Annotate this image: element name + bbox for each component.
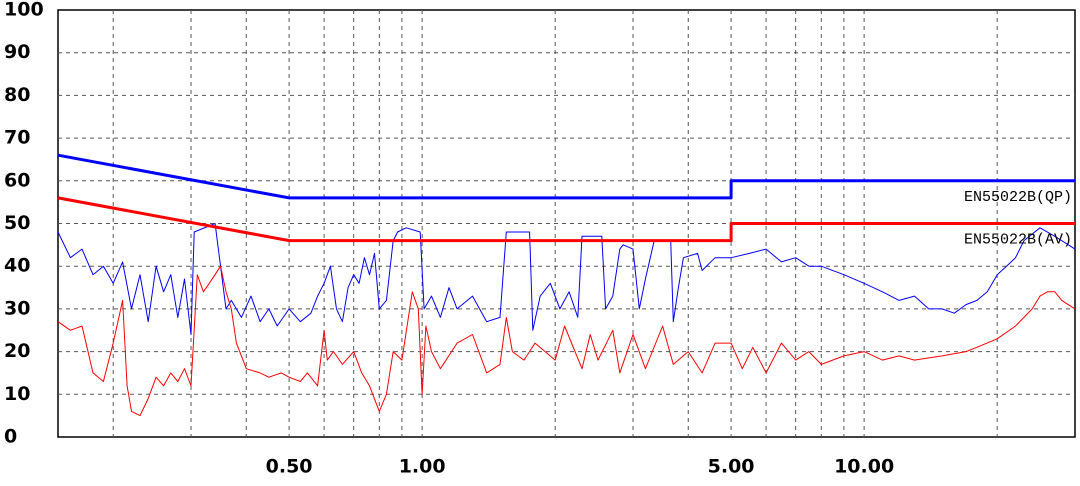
limit-label: EN55022B(AV) bbox=[964, 231, 1072, 248]
y-tick-label: 90 bbox=[4, 41, 30, 63]
x-tick-label: 0.50 bbox=[266, 456, 313, 478]
x-tick-label: 5.00 bbox=[708, 456, 755, 478]
y-tick-label: 40 bbox=[4, 255, 30, 277]
y-tick-label: 30 bbox=[4, 297, 30, 319]
y-tick-label: 60 bbox=[4, 169, 30, 191]
data-line bbox=[57, 196, 1075, 243]
y-tick-label: 50 bbox=[4, 212, 30, 234]
y-tick-label: 10 bbox=[4, 383, 30, 405]
y-tick-label: 80 bbox=[4, 84, 30, 106]
data-line bbox=[57, 265, 1076, 417]
y-tick-label: 20 bbox=[4, 340, 30, 362]
x-tick-label: 10.00 bbox=[834, 456, 894, 478]
y-tick-label: 100 bbox=[4, 0, 44, 21]
y-tick-label: 0 bbox=[4, 426, 17, 448]
data-line bbox=[57, 153, 1075, 200]
x-tick-label: 1.00 bbox=[399, 456, 446, 478]
y-tick-label: 70 bbox=[4, 127, 30, 149]
data-line bbox=[57, 223, 1076, 335]
limit-label: EN55022B(QP) bbox=[964, 189, 1072, 206]
